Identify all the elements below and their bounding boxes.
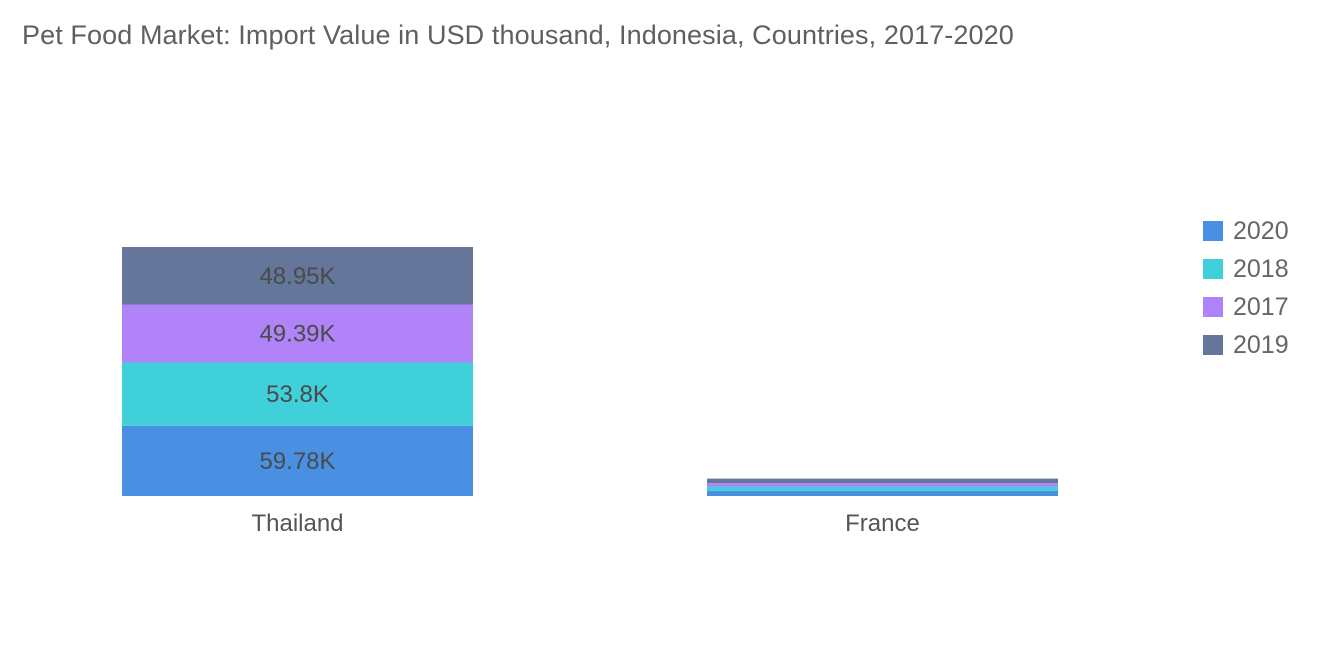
legend-label: 2017 bbox=[1233, 292, 1289, 321]
legend-swatch bbox=[1203, 297, 1223, 317]
legend-item-2018: 2018 bbox=[1203, 250, 1289, 288]
legend-item-2020: 2020 bbox=[1203, 212, 1289, 250]
legend-item-2017: 2017 bbox=[1203, 288, 1289, 326]
bar-segment-france-2017 bbox=[707, 483, 1058, 487]
data-label-thailand-2019: 48.95K bbox=[259, 263, 335, 290]
category-label-france: France bbox=[845, 510, 920, 537]
legend-label: 2019 bbox=[1233, 330, 1289, 359]
chart-title: Pet Food Market: Import Value in USD tho… bbox=[22, 20, 1014, 50]
bar-segment-france-2020 bbox=[707, 490, 1058, 496]
legend-swatch bbox=[1203, 259, 1223, 279]
bar-segment-france-2019 bbox=[707, 478, 1058, 484]
bar-segment-thailand-2019 bbox=[122, 247, 473, 305]
data-label-thailand-2020: 59.78K bbox=[259, 448, 335, 475]
data-label-thailand-2017: 49.39K bbox=[259, 321, 335, 348]
legend-label: 2018 bbox=[1233, 254, 1289, 283]
legend-swatch bbox=[1203, 221, 1223, 241]
data-label-thailand-2018: 53.8K bbox=[266, 381, 329, 408]
legend-item-2019: 2019 bbox=[1203, 326, 1289, 364]
legend-swatch bbox=[1203, 335, 1223, 355]
category-label-thailand: Thailand bbox=[251, 510, 343, 537]
legend: 2020 2018 2017 2019 bbox=[1203, 212, 1289, 364]
bar-segment-thailand-2017 bbox=[122, 304, 473, 363]
legend-label: 2020 bbox=[1233, 216, 1289, 245]
bar-segment-thailand-2018 bbox=[122, 362, 473, 426]
bar-segment-thailand-2020 bbox=[122, 425, 473, 496]
bar-segment-france-2018 bbox=[707, 486, 1058, 491]
